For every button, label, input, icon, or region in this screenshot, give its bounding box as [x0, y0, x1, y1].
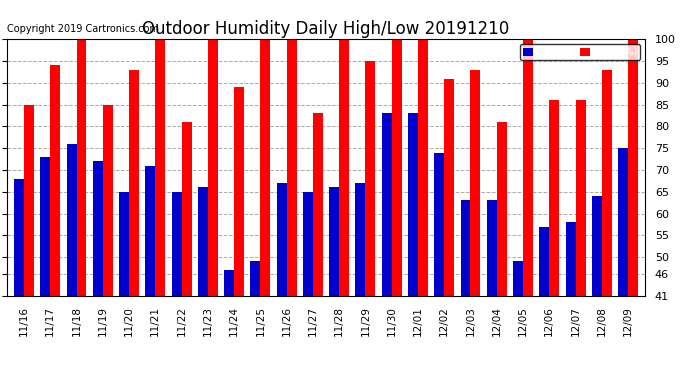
Bar: [50, 66, 60, 375]
Bar: [434, 153, 444, 375]
Bar: [224, 270, 234, 375]
Text: Copyright 2019 Cartronics.com: Copyright 2019 Cartronics.com: [7, 24, 159, 34]
Bar: [486, 201, 497, 375]
Bar: [382, 113, 392, 375]
Bar: [181, 122, 192, 375]
Bar: [339, 39, 349, 375]
Bar: [497, 122, 506, 375]
Bar: [444, 78, 454, 375]
Bar: [329, 188, 339, 375]
Bar: [77, 39, 86, 375]
Bar: [146, 166, 155, 375]
Bar: [355, 183, 366, 375]
Bar: [250, 261, 260, 375]
Bar: [234, 87, 244, 375]
Bar: [119, 192, 129, 375]
Bar: [592, 196, 602, 375]
Bar: [129, 70, 139, 375]
Legend: Low  (%), High  (%): Low (%), High (%): [520, 44, 640, 60]
Bar: [418, 39, 428, 375]
Bar: [260, 39, 270, 375]
Bar: [460, 201, 471, 375]
Bar: [366, 61, 375, 375]
Bar: [277, 183, 286, 375]
Bar: [471, 70, 480, 375]
Title: Outdoor Humidity Daily High/Low 20191210: Outdoor Humidity Daily High/Low 20191210: [142, 20, 510, 38]
Bar: [40, 157, 50, 375]
Bar: [198, 188, 208, 375]
Bar: [66, 144, 77, 375]
Bar: [566, 222, 575, 375]
Bar: [408, 113, 418, 375]
Bar: [602, 70, 612, 375]
Bar: [513, 261, 523, 375]
Bar: [172, 192, 181, 375]
Bar: [155, 39, 166, 375]
Bar: [540, 226, 549, 375]
Bar: [392, 39, 402, 375]
Bar: [523, 39, 533, 375]
Bar: [575, 100, 586, 375]
Bar: [24, 105, 34, 375]
Bar: [313, 113, 323, 375]
Bar: [103, 105, 112, 375]
Bar: [618, 148, 628, 375]
Bar: [628, 39, 638, 375]
Bar: [14, 179, 24, 375]
Bar: [549, 100, 560, 375]
Bar: [92, 161, 103, 375]
Bar: [208, 39, 218, 375]
Bar: [286, 39, 297, 375]
Bar: [303, 192, 313, 375]
